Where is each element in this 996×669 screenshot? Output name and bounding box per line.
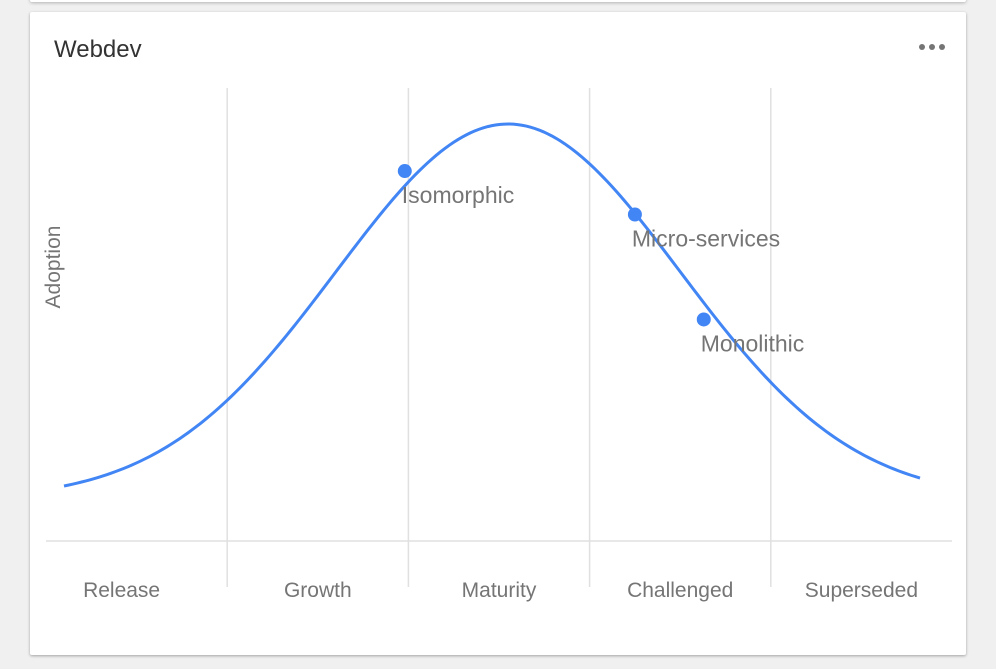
adoption-chart: Adoption Isomorphic Micro-services Monolit… bbox=[42, 88, 952, 602]
data-point-label: Monolithic bbox=[701, 330, 805, 356]
stage-labels: Release Growth Maturity Challenged Supersede… bbox=[83, 579, 918, 602]
more-horizontal-icon bbox=[919, 44, 945, 50]
grid-lines bbox=[226, 88, 772, 587]
stage-label: Release bbox=[83, 579, 160, 602]
data-point[interactable] bbox=[696, 312, 711, 327]
card-title: Webdev bbox=[54, 36, 142, 63]
stage-label: Growth bbox=[284, 579, 352, 602]
data-point[interactable] bbox=[627, 207, 642, 222]
stage-label: Superseded bbox=[805, 579, 918, 602]
more-options-button[interactable] bbox=[914, 34, 950, 60]
data-point-label: Micro-services bbox=[632, 226, 780, 252]
stage-label: Challenged bbox=[627, 579, 733, 602]
stage-label: Maturity bbox=[462, 579, 537, 602]
data-point-label: Isomorphic bbox=[402, 182, 514, 208]
y-axis-label: Adoption bbox=[42, 226, 65, 309]
chart-card: Webdev Adoption Isomorphic Micro-services… bbox=[30, 12, 966, 655]
data-point[interactable] bbox=[397, 164, 412, 179]
previous-card-edge bbox=[30, 0, 966, 2]
data-points: Isomorphic Micro-services Monolithic bbox=[397, 164, 805, 356]
adoption-curve bbox=[63, 122, 921, 488]
